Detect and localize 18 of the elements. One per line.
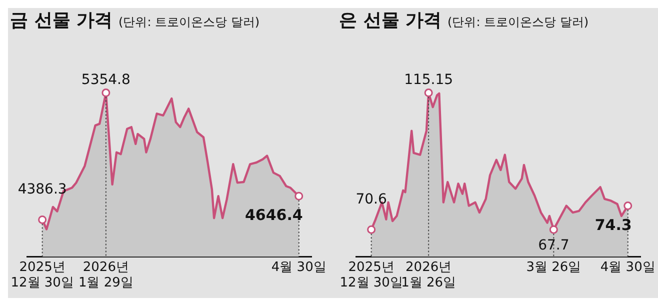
annotation: 4646.4 — [244, 206, 303, 224]
annotation: 67.7 — [538, 238, 570, 254]
chart-title: 은 선물 가격 — [339, 10, 442, 31]
x-tick-label: 2026년 1월 29일 — [78, 260, 134, 291]
annotation: 115.15 — [404, 72, 454, 88]
annotation: 5354.8 — [81, 72, 130, 88]
annotation: 70.6 — [356, 192, 388, 208]
x-tick-label: 2026년 1월 26일 — [401, 260, 456, 291]
x-tick-label: 2025년 12월 30일 — [340, 260, 403, 291]
x-tick-label: 3월 26일 — [526, 260, 582, 275]
chart-title: 금 선물 가격 — [10, 10, 113, 31]
annotation: 74.3 — [594, 216, 632, 234]
chart-subtitle: (단위: 트로이온스당 달러) — [448, 15, 589, 29]
x-tick-label: 4월 30일 — [600, 260, 656, 275]
x-tick-label: 2025년 12월 30일 — [10, 260, 74, 291]
chart-subtitle: (단위: 트로이온스당 달러) — [118, 15, 260, 29]
annotation: 4386.3 — [18, 182, 67, 198]
x-tick-label: 4월 30일 — [271, 260, 326, 275]
